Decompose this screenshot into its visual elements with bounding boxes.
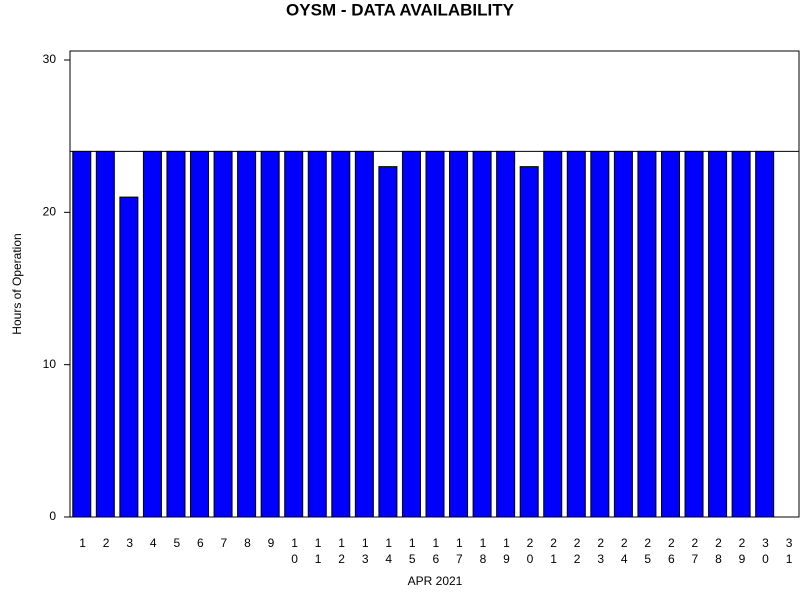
x-tick-label: 6 <box>193 536 207 552</box>
x-tick-label: 19 <box>499 536 513 568</box>
x-tick-label: 15 <box>405 536 419 568</box>
y-tick-label: 0 <box>49 509 56 523</box>
chart-title: OYSM - DATA AVAILABILITY <box>286 0 515 19</box>
y-tick-label: 30 <box>43 52 57 66</box>
x-tick-label: 9 <box>264 536 278 552</box>
bar <box>401 150 421 518</box>
bar <box>72 150 92 518</box>
x-tick-label: 30 <box>759 536 773 568</box>
bar <box>213 150 233 518</box>
x-tick-label: 31 <box>782 536 796 568</box>
bar <box>708 150 728 518</box>
bar <box>119 196 139 518</box>
x-tick-label: 10 <box>288 536 302 568</box>
x-tick-label: 12 <box>335 536 349 568</box>
x-tick-label: 16 <box>429 536 443 568</box>
bar <box>260 150 280 518</box>
bar <box>613 150 633 518</box>
x-tick-label: 29 <box>735 536 749 568</box>
x-tick-label: 24 <box>617 536 631 568</box>
bar <box>684 150 704 518</box>
x-tick-label: 7 <box>217 536 231 552</box>
bar <box>590 150 610 518</box>
x-tick-label: 21 <box>547 536 561 568</box>
bar <box>166 150 186 518</box>
x-tick-label: 2 <box>99 536 113 552</box>
x-tick-label: 25 <box>641 536 655 568</box>
bar <box>237 150 257 518</box>
x-tick-label: 13 <box>358 536 372 568</box>
x-tick-label: 4 <box>146 536 160 552</box>
x-tick-label: 22 <box>570 536 584 568</box>
bar <box>637 150 657 518</box>
y-axis-label: Hours of Operation <box>10 233 24 334</box>
x-tick-label: 17 <box>452 536 466 568</box>
bar <box>519 166 539 518</box>
bar <box>307 150 327 518</box>
y-tick-label: 20 <box>43 205 57 219</box>
x-tick-label: 20 <box>523 536 537 568</box>
bar <box>660 150 680 518</box>
x-tick-label: 14 <box>382 536 396 568</box>
x-axis-label: APR 2021 <box>408 574 463 588</box>
bar <box>472 150 492 518</box>
x-tick-label: 3 <box>123 536 137 552</box>
bar <box>142 150 162 518</box>
x-tick-label: 8 <box>240 536 254 552</box>
x-tick-label: 26 <box>664 536 678 568</box>
x-tick-label: 11 <box>311 536 325 568</box>
bar <box>425 150 445 518</box>
bar <box>543 150 563 518</box>
y-tick-label: 10 <box>43 357 57 371</box>
x-tick-label: 1 <box>76 536 90 552</box>
x-tick-label: 23 <box>594 536 608 568</box>
x-tick-label: 28 <box>711 536 725 568</box>
bar <box>731 150 751 518</box>
x-tick-label: 5 <box>170 536 184 552</box>
bar <box>496 150 516 518</box>
bar <box>755 150 775 518</box>
bar <box>331 150 351 518</box>
x-tick-label: 27 <box>688 536 702 568</box>
bar <box>284 150 304 518</box>
bar <box>190 150 210 518</box>
bar <box>354 150 374 518</box>
bar <box>449 150 469 518</box>
x-tick-label: 18 <box>476 536 490 568</box>
bar <box>378 166 398 518</box>
bar <box>566 150 586 518</box>
bar <box>95 150 115 518</box>
